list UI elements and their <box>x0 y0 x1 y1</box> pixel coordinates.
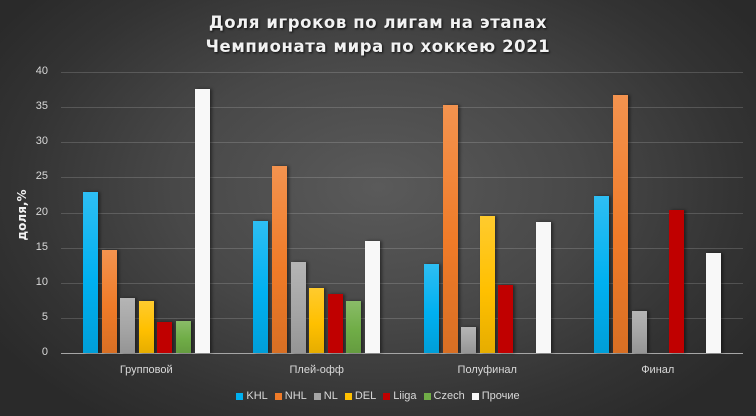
legend: KHL NHL NL DEL Liiga Czech Прочие <box>0 390 756 402</box>
legend-label: NHL <box>284 390 307 402</box>
y-tick-label: 0 <box>41 346 48 358</box>
legend-label: Liiga <box>393 390 417 402</box>
x-tick-label: Финал <box>641 364 675 376</box>
bar-nl-0 <box>120 298 136 353</box>
bar-nl-2 <box>461 327 477 353</box>
legend-item-del: DEL <box>344 390 377 402</box>
y-tick-label: 15 <box>35 240 48 253</box>
bar-del-2 <box>479 216 495 353</box>
bar-khl-0 <box>82 192 98 353</box>
bar-khl-3 <box>594 196 610 353</box>
y-tick-label: 5 <box>41 310 48 323</box>
legend-label: Czech <box>433 390 465 402</box>
plot-area <box>61 72 743 354</box>
legend-swatch <box>274 392 282 400</box>
bar-liiga-1 <box>327 294 343 353</box>
y-tick-label: 40 <box>35 65 48 77</box>
x-tick-label: Групповой <box>119 364 173 376</box>
bar-del-0 <box>138 301 154 353</box>
bar-khl-2 <box>423 263 439 353</box>
legend-label: NL <box>323 390 338 402</box>
legend-swatch <box>344 392 352 400</box>
legend-item-khl: KHL <box>236 390 268 402</box>
chart-title-line-2: Чемпионата мира по хоккею 2021 <box>205 37 551 56</box>
bar-прочие-3 <box>706 253 722 353</box>
x-tick-label: Полуфинал <box>457 364 517 376</box>
legend-swatch <box>423 392 431 400</box>
legend-item-czech: Czech <box>423 390 465 402</box>
x-tick-label: Плей-офф <box>289 364 344 376</box>
y-tick-label: 30 <box>35 135 48 148</box>
gridline <box>61 107 743 109</box>
y-tick-label: 10 <box>35 275 48 288</box>
y-tick-label: 35 <box>35 100 48 113</box>
bar-liiga-2 <box>498 284 514 353</box>
bar-прочие-1 <box>365 241 381 353</box>
bar-прочие-0 <box>194 88 210 353</box>
bar-khl-1 <box>253 220 269 353</box>
legend-item-nl: NL <box>313 390 338 402</box>
gridline <box>61 177 743 179</box>
legend-swatch <box>383 392 391 400</box>
gridline <box>61 72 743 73</box>
gridline <box>61 317 743 319</box>
legend-label: DEL <box>354 390 377 402</box>
bar-nhl-3 <box>613 95 629 353</box>
bar-nhl-1 <box>272 166 288 353</box>
bar-liiga-0 <box>157 322 173 353</box>
legend-swatch <box>471 392 479 400</box>
bar-del-1 <box>309 288 325 353</box>
legend-item-прочие: Прочие <box>471 390 520 402</box>
chart-title-line-1: Доля игроков по лигам на этапах <box>208 13 548 32</box>
bar-liiga-3 <box>668 210 684 353</box>
gridline <box>61 212 743 214</box>
gridline <box>61 247 743 249</box>
y-tick-label: 25 <box>35 170 48 183</box>
bar-nl-1 <box>290 262 306 353</box>
bar-прочие-2 <box>535 222 551 353</box>
bar-nl-3 <box>631 310 647 353</box>
legend-label: Прочие <box>481 390 520 402</box>
y-tick-label: 20 <box>35 205 48 218</box>
legend-label: KHL <box>246 390 268 402</box>
bar-czech-0 <box>175 320 191 353</box>
bar-czech-1 <box>346 301 362 353</box>
legend-item-nhl: NHL <box>274 390 307 402</box>
bar-nhl-0 <box>101 249 117 353</box>
bar-nhl-2 <box>442 105 458 353</box>
legend-swatch <box>236 392 244 400</box>
x-axis-line <box>61 353 743 354</box>
chart-title: Доля игроков по лигам на этапах Чемпиона… <box>0 11 756 59</box>
legend-swatch <box>313 392 321 400</box>
gridline <box>61 142 743 144</box>
legend-item-liiga: Liiga <box>383 390 417 402</box>
gridline <box>61 282 743 284</box>
